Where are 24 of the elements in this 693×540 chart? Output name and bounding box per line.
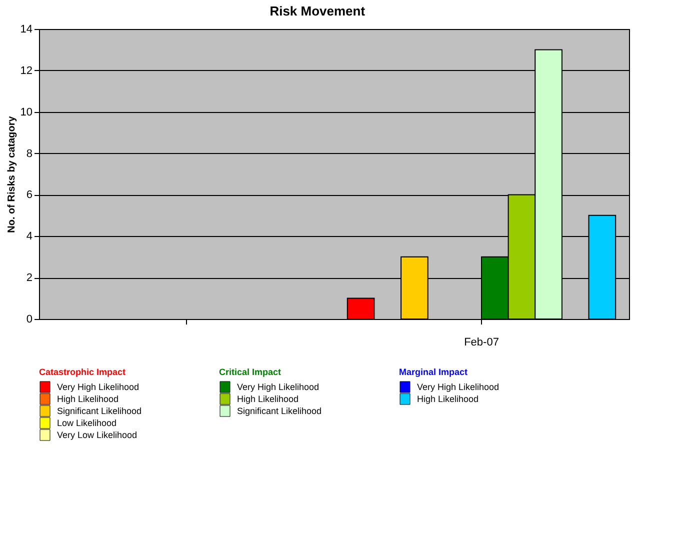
y-tick-label: 0: [26, 314, 32, 326]
legend-label: Very High Likelihood: [57, 382, 140, 392]
legend-label: High Likelihood: [57, 394, 119, 404]
legend-label: Significant Likelihood: [57, 406, 142, 416]
text: Marginal Impact: [399, 367, 468, 377]
legend-label: Low Likelihood: [57, 418, 117, 428]
y-tick-label: 2: [26, 272, 32, 284]
y-tick-label: 6: [26, 189, 32, 202]
y-tick-label: 8: [26, 148, 32, 160]
text: Critical Impact: [219, 367, 282, 377]
y-tick-label: 12: [20, 64, 32, 77]
chart-title: Risk Movement: [270, 4, 366, 18]
y-tick-label: 4: [26, 230, 32, 243]
legend-label: Very Low Likelihood: [57, 430, 138, 440]
y-axis-title: No. of Risks by catagory: [6, 116, 18, 233]
text: Catastrophic Impact: [39, 367, 126, 377]
x-tick-label: Feb-07: [464, 336, 499, 348]
legend-label: High Likelihood: [237, 394, 299, 404]
legend-label: Very High Likelihood: [237, 382, 320, 392]
y-tick-label: 14: [20, 24, 32, 36]
legend-label: Very High Likelihood: [417, 382, 500, 392]
legend-label: Significant Likelihood: [237, 406, 322, 416]
y-tick-label: 10: [20, 106, 32, 118]
legend-label: High Likelihood: [417, 394, 479, 404]
